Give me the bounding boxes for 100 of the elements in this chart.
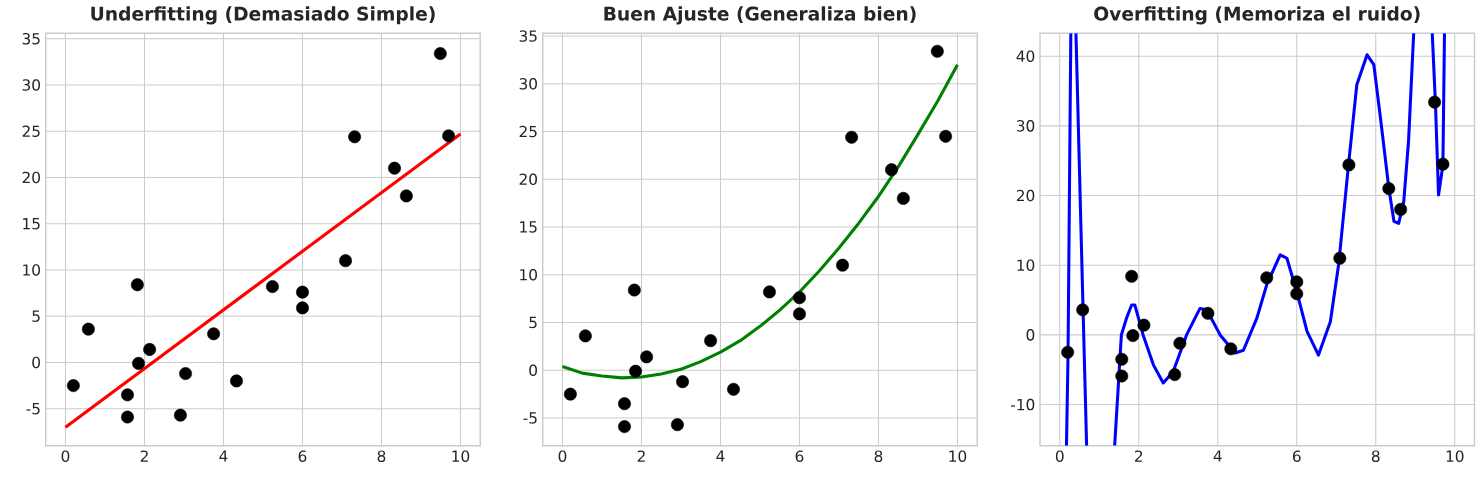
y-tick-label: 15 bbox=[520, 221, 537, 233]
x-tick-label: 0 bbox=[558, 450, 567, 462]
point bbox=[845, 130, 859, 144]
y-tick-label: 10 bbox=[23, 264, 40, 276]
y-tick-label: 5 bbox=[32, 310, 40, 322]
point bbox=[1137, 318, 1151, 332]
line-series bbox=[560, 63, 960, 380]
point bbox=[627, 283, 641, 297]
point bbox=[1436, 157, 1450, 171]
point bbox=[640, 350, 654, 364]
y-tick-label: 10 bbox=[1017, 259, 1035, 272]
point bbox=[130, 278, 144, 292]
y-tick-label: -5 bbox=[523, 412, 537, 424]
y-tick-label: 20 bbox=[1016, 189, 1035, 202]
point bbox=[885, 163, 898, 177]
point bbox=[896, 191, 910, 205]
y-tick-label: 25 bbox=[519, 125, 537, 138]
x-tick-label: 6 bbox=[1292, 450, 1301, 462]
point bbox=[296, 301, 309, 315]
y-tick-label: 0 bbox=[1026, 329, 1035, 341]
point bbox=[1115, 369, 1129, 383]
point bbox=[1126, 329, 1140, 342]
point bbox=[1201, 306, 1215, 320]
point bbox=[1173, 336, 1187, 350]
chart-title: Underfitting (Demasiado Simple) bbox=[91, 6, 435, 25]
point bbox=[1428, 95, 1442, 109]
point bbox=[1260, 271, 1274, 285]
point bbox=[121, 388, 134, 402]
y-tick-label: 5 bbox=[529, 316, 537, 329]
point bbox=[1290, 287, 1304, 301]
point bbox=[1290, 275, 1304, 289]
y-tick-label: 20 bbox=[519, 173, 537, 186]
x-tick-label: 8 bbox=[377, 450, 386, 462]
y-tick-label: 40 bbox=[1016, 50, 1035, 62]
x-tick-label: 4 bbox=[1213, 450, 1222, 462]
point bbox=[793, 291, 806, 305]
x-tick-label: 4 bbox=[219, 450, 228, 462]
point bbox=[121, 410, 134, 424]
point bbox=[727, 382, 740, 396]
point bbox=[618, 397, 631, 411]
point bbox=[66, 379, 80, 392]
chart-title: Overfitting (Memoriza el ruido) bbox=[1094, 6, 1420, 25]
point bbox=[132, 356, 145, 370]
y-tick-label: 35 bbox=[519, 30, 537, 42]
point bbox=[433, 47, 447, 60]
point bbox=[442, 129, 456, 143]
point bbox=[339, 254, 352, 268]
x-tick-label: 0 bbox=[1055, 450, 1064, 462]
point bbox=[1333, 251, 1347, 265]
point bbox=[143, 343, 157, 356]
y-tick-label: 0 bbox=[529, 364, 537, 377]
point bbox=[1125, 269, 1139, 283]
point bbox=[348, 130, 362, 144]
point bbox=[399, 189, 413, 203]
y-tick-label: 15 bbox=[23, 218, 40, 230]
point bbox=[930, 44, 944, 58]
point bbox=[81, 322, 95, 336]
x-tick-label: 10 bbox=[452, 450, 470, 462]
y-tick-label: 10 bbox=[520, 268, 537, 281]
chart-title: Buen Ajuste (Generaliza bien) bbox=[604, 6, 916, 25]
y-tick-label: 0 bbox=[32, 356, 40, 369]
point bbox=[1115, 352, 1129, 366]
y-tick-label: 30 bbox=[22, 79, 40, 91]
point bbox=[179, 367, 192, 380]
point bbox=[296, 285, 309, 299]
point bbox=[704, 334, 717, 348]
x-tick-label: 8 bbox=[1371, 450, 1380, 462]
point bbox=[671, 418, 684, 432]
x-tick-label: 0 bbox=[61, 450, 70, 462]
point bbox=[1394, 203, 1408, 216]
point bbox=[388, 161, 401, 175]
x-tick-label: 4 bbox=[716, 450, 725, 462]
x-tick-label: 10 bbox=[1446, 450, 1464, 462]
point bbox=[1168, 368, 1182, 382]
point bbox=[836, 258, 849, 272]
point bbox=[793, 307, 806, 321]
y-tick-label: 35 bbox=[22, 32, 40, 45]
point bbox=[618, 420, 631, 433]
x-tick-label: 8 bbox=[874, 450, 883, 462]
point bbox=[563, 387, 577, 401]
point bbox=[174, 408, 187, 422]
x-tick-label: 2 bbox=[1135, 450, 1143, 462]
point bbox=[763, 285, 776, 299]
x-tick-label: 10 bbox=[949, 450, 967, 462]
point bbox=[207, 327, 221, 341]
y-tick-label: 25 bbox=[22, 125, 40, 138]
point bbox=[1382, 182, 1396, 195]
point bbox=[266, 280, 279, 294]
point bbox=[1061, 345, 1075, 359]
point bbox=[939, 129, 953, 143]
point bbox=[629, 364, 642, 378]
point bbox=[1224, 342, 1238, 356]
x-tick-label: 2 bbox=[637, 450, 645, 462]
x-tick-label: 6 bbox=[795, 450, 804, 462]
y-tick-label: -5 bbox=[26, 403, 40, 415]
y-tick-label: -10 bbox=[1011, 398, 1035, 411]
y-tick-label: 20 bbox=[22, 171, 40, 184]
y-tick-label: 30 bbox=[519, 78, 537, 90]
x-tick-label: 2 bbox=[140, 450, 148, 462]
point bbox=[676, 375, 689, 389]
